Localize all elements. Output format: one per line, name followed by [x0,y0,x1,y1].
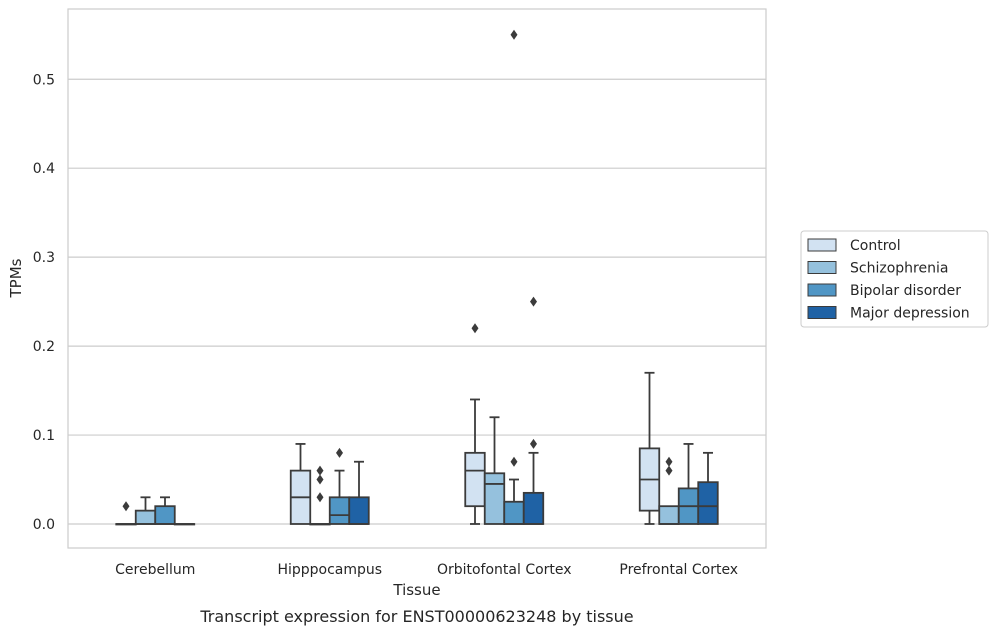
box [658,505,680,525]
x-tick-label: Orbitofontal Cortex [437,562,572,578]
chart-caption: Transcript expression for ENST0000062324… [199,607,633,626]
legend-label: Schizophrenia [850,261,948,277]
outlier-point [530,438,537,449]
legend-swatch [807,261,837,274]
x-axis-label: Tissue [392,581,440,599]
y-tick-label: 0.0 [33,517,55,533]
x-tick-label: Prefrontal Cortex [619,562,738,578]
box-series [115,29,719,526]
x-tick-labels: Cerebellum Hipppocampus Orbitofontal Corte… [115,562,738,578]
box [464,451,486,508]
box [154,505,176,525]
x-tick-label: Hipppocampus [277,562,382,578]
outlier-point [530,296,537,307]
series-schizophrenia [134,416,680,526]
legend-swatch [807,306,837,319]
plot-area-frame [67,8,767,549]
y-axis-label: TPMs [7,258,25,298]
outlier-point [665,465,673,476]
legend-swatch [807,238,837,252]
box [483,472,506,525]
y-tick-label: 0.3 [33,250,55,266]
box [328,496,351,525]
legend-frame [800,230,989,328]
box [503,500,525,525]
legend-swatch [807,283,837,297]
legend-label: Control [850,238,901,254]
y-tick-label: 0.1 [33,428,55,444]
outlier-point [316,492,324,503]
outlier-point [316,465,324,476]
box [697,481,719,525]
outlier-point [510,456,518,467]
gridlines [68,78,766,525]
series-bipolar-disorder [154,29,700,525]
x-tick-label: Cerebellum [115,562,195,578]
outlier-point [336,447,343,458]
series-major-depression [173,296,719,526]
legend-label: Major depression [850,306,970,322]
outlier-point [510,29,518,40]
y-tick-label: 0.2 [33,339,55,355]
y-tick-labels: 0.0 0.1 0.2 0.3 0.4 0.5 [33,72,55,533]
box [134,509,157,525]
box [522,491,545,525]
outlier-point [122,501,130,512]
box [348,496,370,525]
legend: Control Schizophrenia Bipolar disorder Majo… [800,230,989,328]
outlier-point [316,474,324,485]
y-tick-label: 0.5 [33,72,55,88]
outlier-point [665,456,673,467]
series-control [115,323,661,526]
legend-label: Bipolar disorder [850,283,961,299]
outlier-point [471,323,479,334]
y-tick-label: 0.4 [33,161,55,177]
